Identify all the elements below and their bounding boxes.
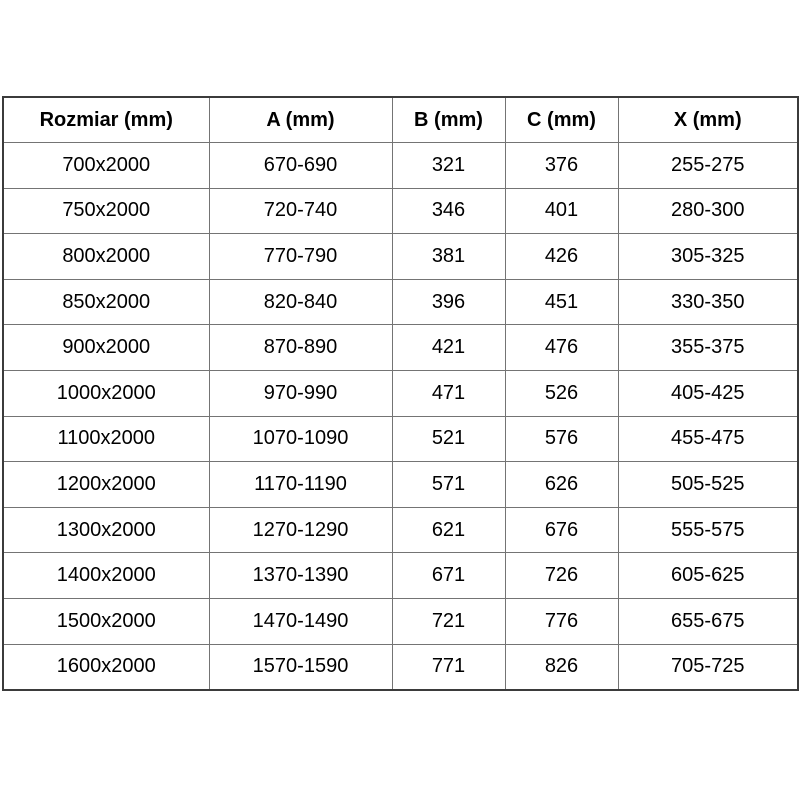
table-cell: 381 [391,233,506,280]
table-cell: 1300x2000 [2,506,210,554]
table-cell: 280-300 [617,187,799,235]
table-cell: 870-890 [208,324,393,371]
table-cell: 676 [504,506,619,554]
table-cell: 655-675 [617,597,799,645]
table-row: 1200x2000 1170-1190 571 626 505-525 [2,461,799,508]
dimensions-table-container: Rozmiar (mm) A (mm) B (mm) C (mm) X (mm) 700… [2,96,799,692]
table-cell: 505-525 [617,461,799,508]
table-cell: 770-790 [208,233,393,280]
table-row: 750x2000 720-740 346 401 280-300 [2,187,799,235]
table-cell: 820-840 [208,278,393,326]
table-cell: 1370-1390 [208,552,393,599]
table-cell: 1500x2000 [2,597,210,645]
table-cell: 321 [391,142,506,189]
column-header: Rozmiar (mm) [2,96,210,143]
table-cell: 671 [391,552,506,599]
table-cell: 850x2000 [2,278,210,326]
table-cell: 571 [391,461,506,508]
table-row: 1100x2000 1070-1090 521 576 455-475 [2,415,799,463]
table-cell: 426 [504,233,619,280]
table-cell: 476 [504,324,619,371]
column-header: B (mm) [391,96,506,143]
table-cell: 421 [391,324,506,371]
table-cell: 330-350 [617,278,799,326]
column-header: A (mm) [208,96,393,143]
table-cell: 305-325 [617,233,799,280]
table-row: 700x2000 670-690 321 376 255-275 [2,142,799,189]
table-row: 1400x2000 1370-1390 671 726 605-625 [2,552,799,599]
table-row: 1300x2000 1270-1290 621 676 555-575 [2,506,799,554]
table-cell: 471 [391,369,506,417]
table-cell: 576 [504,415,619,463]
table-cell: 670-690 [208,142,393,189]
table-row: 900x2000 870-890 421 476 355-375 [2,324,799,371]
table-cell: 1400x2000 [2,552,210,599]
table-row: 1500x2000 1470-1490 721 776 655-675 [2,597,799,645]
table-cell: 626 [504,461,619,508]
table-row: 1600x2000 1570-1590 771 826 705-725 [2,643,799,691]
header-row: Rozmiar (mm) A (mm) B (mm) C (mm) X (mm) [2,96,799,143]
column-header: X (mm) [617,96,799,143]
table-cell: 1200x2000 [2,461,210,508]
table-cell: 705-725 [617,643,799,691]
table-cell: 1070-1090 [208,415,393,463]
table-cell: 1470-1490 [208,597,393,645]
table-cell: 401 [504,187,619,235]
table-row: 800x2000 770-790 381 426 305-325 [2,233,799,280]
table-cell: 771 [391,643,506,691]
dimensions-table: Rozmiar (mm) A (mm) B (mm) C (mm) X (mm) 700… [2,96,799,692]
table-cell: 1100x2000 [2,415,210,463]
table-cell: 726 [504,552,619,599]
table-cell: 900x2000 [2,324,210,371]
table-cell: 455-475 [617,415,799,463]
table-cell: 970-990 [208,369,393,417]
table-body: 700x2000 670-690 321 376 255-275 750x2000 720-… [2,142,799,691]
table-cell: 700x2000 [2,142,210,189]
table-cell: 376 [504,142,619,189]
table-row: 850x2000 820-840 396 451 330-350 [2,278,799,326]
table-cell: 721 [391,597,506,645]
table-cell: 621 [391,506,506,554]
table-cell: 776 [504,597,619,645]
table-cell: 255-275 [617,142,799,189]
table-cell: 521 [391,415,506,463]
table-cell: 720-740 [208,187,393,235]
table-cell: 605-625 [617,552,799,599]
table-cell: 1570-1590 [208,643,393,691]
table-row: 1000x2000 970-990 471 526 405-425 [2,369,799,417]
table-cell: 1600x2000 [2,643,210,691]
table-cell: 800x2000 [2,233,210,280]
table-cell: 555-575 [617,506,799,554]
table-cell: 1000x2000 [2,369,210,417]
table-cell: 355-375 [617,324,799,371]
table-head: Rozmiar (mm) A (mm) B (mm) C (mm) X (mm) [2,96,799,143]
table-cell: 346 [391,187,506,235]
table-cell: 826 [504,643,619,691]
table-cell: 1270-1290 [208,506,393,554]
table-cell: 396 [391,278,506,326]
table-cell: 750x2000 [2,187,210,235]
table-cell: 526 [504,369,619,417]
column-header: C (mm) [504,96,619,143]
table-cell: 405-425 [617,369,799,417]
table-cell: 451 [504,278,619,326]
table-cell: 1170-1190 [208,461,393,508]
